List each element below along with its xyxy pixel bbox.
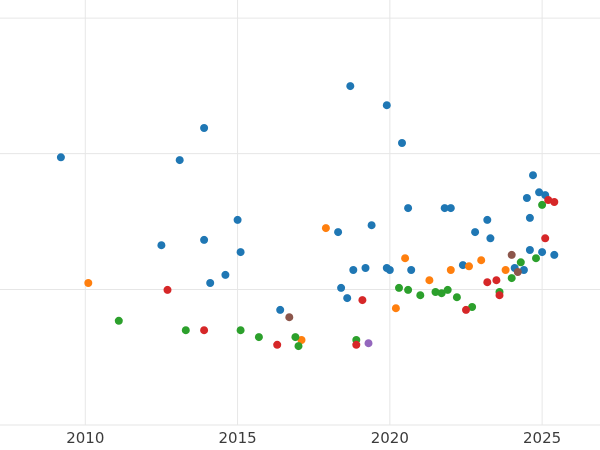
scatter-point [236,326,245,335]
scatter-point [507,250,516,259]
scatter-point [525,213,534,222]
scatter-point [157,241,166,250]
scatter-point [181,326,190,335]
scatter-point [276,305,285,314]
scatter-point [458,261,467,270]
scatter-point [462,305,470,314]
scatter-point [443,285,452,294]
scatter-point [446,266,455,274]
scatter-point [544,196,553,204]
scatter-point [468,303,477,311]
scatter-point [294,342,303,351]
x-tick-label: 2020 [371,429,409,447]
scatter-point [200,326,209,335]
gridlines [0,0,600,426]
scatter-point [382,101,391,110]
scatter-point [291,333,300,342]
scatter-point [519,266,528,274]
scatter-point [538,248,547,257]
scatter-point [163,285,172,294]
series-purple [364,339,373,348]
scatter-point [391,304,400,313]
scatter-point [535,188,544,197]
scatter-point [358,296,367,305]
scatter-point [401,254,410,263]
scatter-point [254,333,263,342]
x-tick-label: 2015 [219,429,257,447]
scatter-point [483,278,492,287]
series-brown [285,250,522,322]
scatter-point [200,124,209,132]
scatter-point [550,250,559,259]
x-tick-label: 2010 [66,429,104,447]
scatter-point [486,234,495,243]
scatter-point [56,153,65,162]
scatter-point [200,235,209,244]
scatter-point [321,224,330,233]
scatter-point [352,340,361,349]
scatter-point [492,276,501,285]
scatter-point [532,254,540,263]
scatter-point [513,268,522,276]
scatter-point [538,200,547,209]
scatter-point [465,262,473,271]
scatter-point [334,228,343,237]
scatter-point [343,294,352,303]
scatter-point [221,270,230,279]
scatter-point [431,288,440,296]
scatter-point [416,291,425,300]
series-green [114,200,547,351]
scatter-point [541,234,550,243]
scatter-point [529,171,537,180]
scatter-point [437,289,446,298]
scatter-point [385,266,394,274]
scatter-point [337,283,346,292]
scatter-point [501,266,510,274]
series-orange [84,224,510,344]
scatter-point [425,276,434,285]
scatter-point [407,266,416,274]
scatter-point [349,266,358,274]
scatter-point [404,285,413,294]
scatter-point [285,313,294,322]
scatter-point [471,228,480,237]
scatter-point [516,258,525,267]
x-tick-label: 2025 [523,429,561,447]
scatter-point [507,274,516,283]
scatter-point [404,204,413,213]
scatter-point [367,221,376,230]
scatter-point [398,139,406,147]
scatter-point [452,293,461,302]
scatter-point [206,279,215,287]
scatter-point [273,340,282,349]
series-blue [56,82,559,314]
scatter-point [361,264,370,272]
scatter-point [175,156,184,165]
scatter-point [550,198,559,206]
scatter-point [233,215,242,224]
scatter-point [525,246,534,254]
scatter-point [446,204,455,213]
scatter-point [522,194,531,202]
scatter-point [364,339,373,348]
series-red [163,196,559,349]
scatter-point [483,215,492,224]
scatter-point [395,283,403,292]
scatter-point [495,291,504,300]
scatter-point [114,316,123,325]
scatter-point [440,204,449,213]
scatter-point [84,279,93,287]
scatter-point [477,256,486,265]
x-axis-tick-labels: 2010 2015 2020 2025 [66,429,561,447]
scatter-point [297,336,306,344]
scatter-point [236,248,245,257]
scatter-point [346,82,355,91]
